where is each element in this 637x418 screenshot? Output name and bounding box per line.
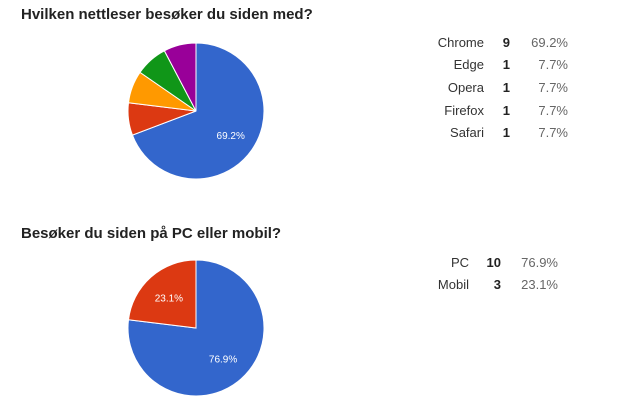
legend-row-safari: Safari 1 7.7% [430, 121, 568, 144]
device-pie-chart: 76.9% 23.1% [127, 259, 265, 397]
legend-count: 1 [502, 79, 510, 95]
device-legend: PC 10 76.9% Mobil 3 23.1% [430, 251, 558, 295]
chart-title: Besøker du siden på PC eller mobil? [21, 225, 282, 242]
legend-count: 9 [502, 34, 510, 50]
pie-slice-label-pc: 76.9% [209, 355, 237, 366]
legend-label: Safari [450, 125, 484, 141]
legend-row-firefox: Firefox 1 7.7% [430, 99, 568, 122]
legend-count: 1 [502, 102, 510, 118]
legend-row-chrome: Chrome 9 69.2% [430, 31, 568, 54]
legend-percent: 69.2% [531, 34, 568, 50]
legend-label: Edge [453, 57, 484, 73]
legend-count: 10 [486, 254, 501, 270]
browser-legend: Chrome 9 69.2% Edge 1 7.7% Opera 1 7.7% Firefox 1 7… [430, 31, 568, 144]
legend-row-mobil: Mobil 3 23.1% [430, 273, 558, 295]
legend-label: Opera [447, 79, 484, 95]
legend-count: 1 [502, 125, 510, 141]
pie-slice-chrome[interactable] [131, 42, 265, 180]
legend-percent: 76.9% [521, 254, 558, 270]
chart-title: Hvilken nettleser besøker du siden med? [21, 6, 313, 23]
legend-count: 3 [493, 276, 501, 292]
browser-pie-chart: 69.2% [127, 42, 265, 180]
legend-label: Firefox [444, 102, 484, 118]
pie-slice-mobil[interactable] [127, 259, 197, 329]
pie-slice-safari[interactable] [163, 42, 197, 112]
pie-slice-label-chrome: 69.2% [217, 131, 245, 142]
question-device: Besøker du siden på PC eller mobil? 76.9… [0, 215, 637, 418]
legend-count: 1 [502, 57, 510, 73]
legend-label: PC [450, 254, 469, 270]
pie-slice-pc[interactable] [127, 259, 265, 397]
pie-slice-label-mobil: 23.1% [155, 294, 183, 305]
legend-percent: 7.7% [538, 79, 568, 95]
legend-row-edge: Edge 1 7.7% [430, 54, 568, 77]
legend-percent: 7.7% [538, 57, 568, 73]
legend-row-pc: PC 10 76.9% [430, 251, 558, 273]
legend-row-opera: Opera 1 7.7% [430, 76, 568, 99]
legend-percent: 7.7% [538, 102, 568, 118]
question-browser: Hvilken nettleser besøker du siden med? … [0, 0, 637, 200]
legend-label: Chrome [437, 34, 484, 50]
legend-label: Mobil [437, 276, 469, 292]
legend-percent: 23.1% [521, 276, 558, 292]
legend-percent: 7.7% [538, 125, 568, 141]
